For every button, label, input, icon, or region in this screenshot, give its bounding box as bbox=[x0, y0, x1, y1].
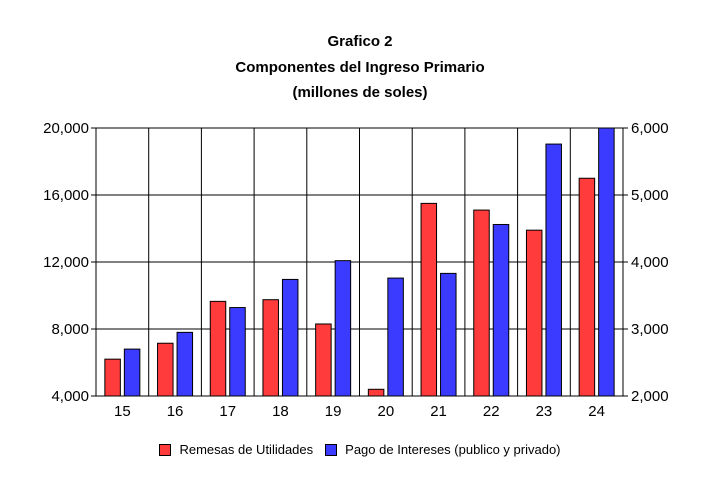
x-tick-label: 24 bbox=[588, 403, 605, 420]
bar-intereses bbox=[176, 331, 194, 397]
bar-remesas bbox=[367, 388, 385, 397]
bar-intereses bbox=[387, 277, 404, 397]
bar-remesas bbox=[104, 358, 121, 397]
bar-intereses bbox=[492, 223, 510, 397]
x-tick-label: 22 bbox=[483, 403, 500, 420]
chart-units: (millones de soles) bbox=[292, 84, 428, 101]
bar-remesas bbox=[420, 202, 438, 397]
x-tick-label: 15 bbox=[114, 403, 131, 420]
chart-title: Grafico 2 bbox=[327, 33, 393, 50]
y-right-tick-label: 3,000 bbox=[631, 321, 669, 338]
bar-intereses bbox=[545, 143, 562, 397]
chart-subtitle: Componentes del Ingreso Primario bbox=[235, 59, 485, 76]
y-left-tick-label: 20,000 bbox=[43, 120, 89, 137]
x-tick-label: 19 bbox=[325, 403, 342, 420]
bar-remesas bbox=[157, 342, 174, 397]
legend-swatch-intereses bbox=[325, 443, 338, 456]
bar-remesas bbox=[209, 300, 227, 397]
x-tick-label: 21 bbox=[430, 403, 447, 420]
x-tick-label: 18 bbox=[272, 403, 289, 420]
bar-intereses bbox=[229, 307, 246, 397]
bar-remesas bbox=[473, 209, 490, 397]
y-left-tick-label: 4,000 bbox=[51, 388, 89, 405]
x-tick-label: 16 bbox=[167, 403, 184, 420]
bar-remesas bbox=[578, 177, 596, 397]
y-left-tick-label: 8,000 bbox=[51, 321, 89, 338]
bar-remesas bbox=[262, 299, 279, 397]
bar-intereses bbox=[598, 127, 615, 397]
chart-legend: Remesas de Utilidades Pago de Intereses … bbox=[0, 442, 720, 457]
x-tick-label: 20 bbox=[378, 403, 395, 420]
legend-label-remesas: Remesas de Utilidades bbox=[179, 442, 314, 457]
y-left-tick-label: 12,000 bbox=[43, 254, 89, 271]
legend-label-intereses: Pago de Intereses (publico y privado) bbox=[345, 442, 561, 457]
bar-chart: 15 16 17 18 19 20 21 22 23 24 4,000 8,000 12,000 16,0… bbox=[43, 120, 669, 420]
y-right-tick-label: 4,000 bbox=[631, 254, 669, 271]
bar-intereses bbox=[440, 272, 457, 397]
bar-remesas bbox=[525, 229, 543, 397]
x-tick-label: 23 bbox=[536, 403, 553, 420]
bar-intereses bbox=[123, 348, 141, 397]
legend-item-remesas: Remesas de Utilidades bbox=[159, 442, 313, 457]
y-left-tick-label: 16,000 bbox=[43, 187, 89, 204]
y-right-tick-label: 6,000 bbox=[631, 120, 669, 137]
legend-item-intereses: Pago de Intereses (publico y privado) bbox=[325, 442, 561, 457]
bar-remesas bbox=[315, 323, 332, 397]
legend-swatch-remesas bbox=[159, 443, 172, 456]
x-tick-label: 17 bbox=[219, 403, 236, 420]
bar-intereses bbox=[281, 278, 299, 397]
y-right-tick-label: 2,000 bbox=[631, 388, 669, 405]
bar-intereses bbox=[334, 260, 352, 397]
y-right-tick-label: 5,000 bbox=[631, 187, 669, 204]
